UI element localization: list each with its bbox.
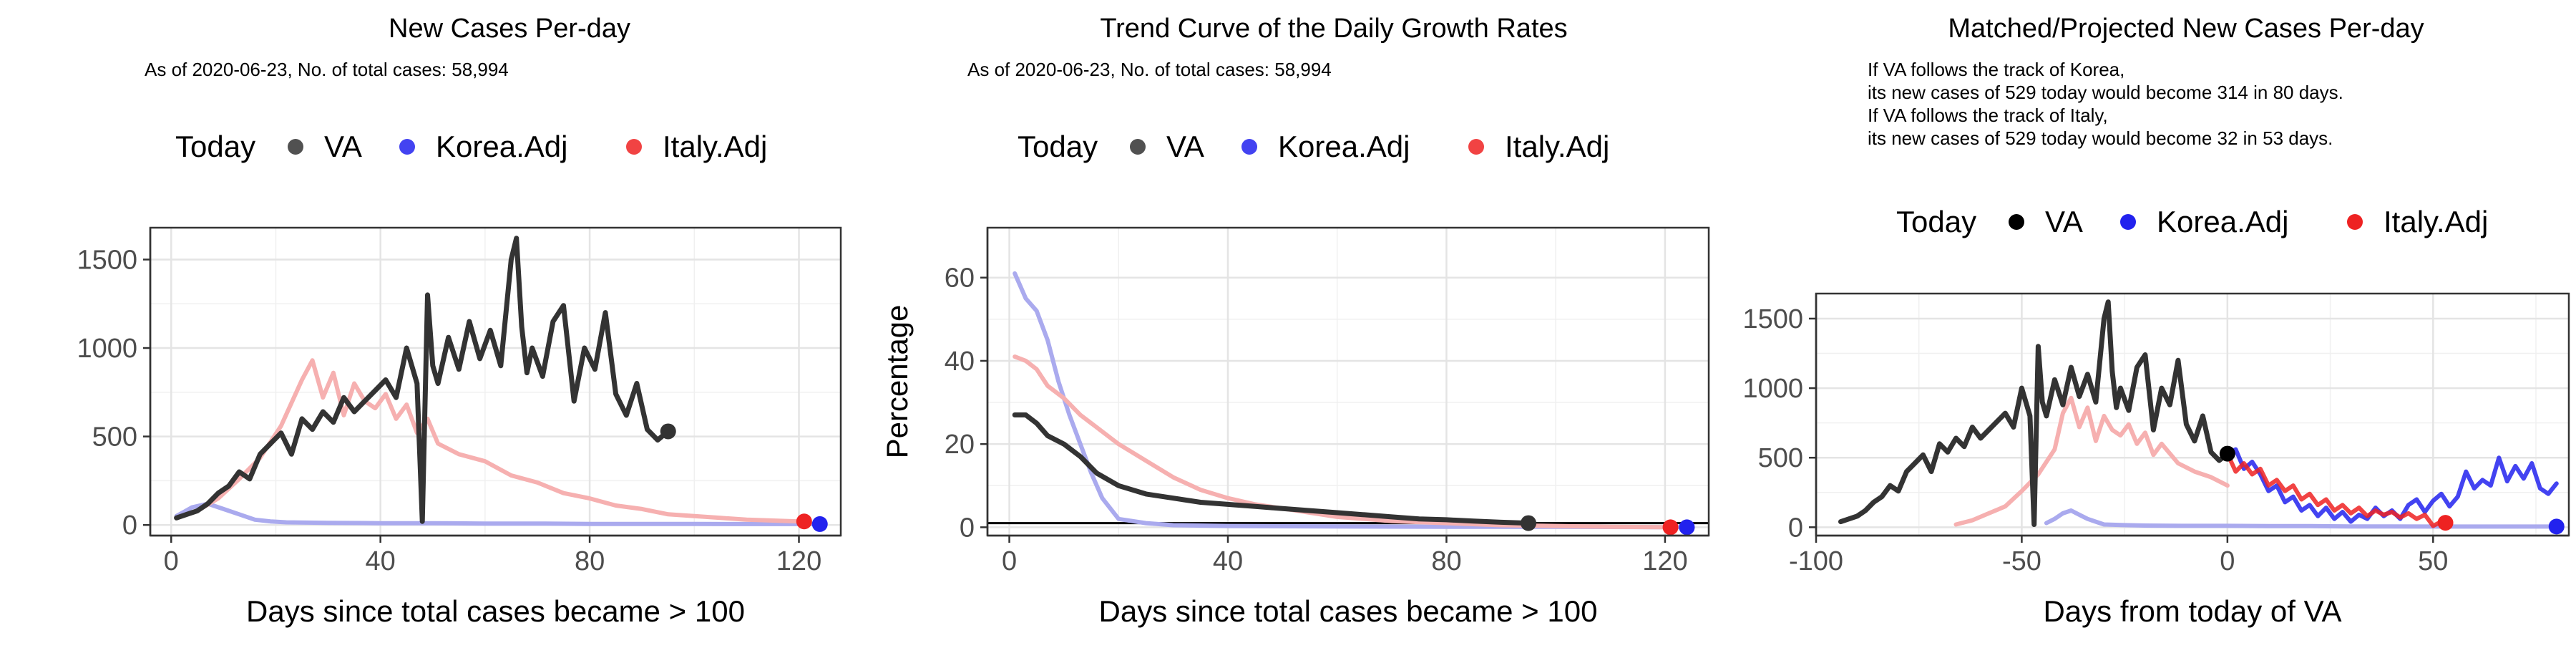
series-line-italy-adj [1953,395,2230,527]
point-marker-korea-adj [1679,519,1695,536]
legend-label: VA [324,130,362,163]
legend-marker-korea-adj [1241,139,1257,155]
series-line-korea-adj [174,501,822,526]
y-tick-label: 1000 [77,334,137,364]
x-tick-label: 80 [1431,546,1461,576]
x-tick-label: 0 [2220,546,2235,576]
x-tick-label: -100 [1789,546,1843,576]
x-tick-label: 0 [1002,546,1017,576]
chart-subtitle-line: its new cases of 529 today would become … [1868,127,2333,149]
chart-subtitle-line: If VA follows the track of Korea, [1868,59,2124,80]
y-tick-label: 20 [945,430,975,460]
series-line-korea-adj [2044,508,2559,529]
legend-marker-italy-adj [626,139,642,155]
legend-label: VA [1166,130,1204,163]
plot-background [150,228,841,536]
x-axis-title: Days from today of VA [2043,594,2341,628]
legend-label: Italy.Adj [663,130,767,163]
legend: Today VA Korea.Adj Italy.Adj [1018,130,1609,163]
x-tick-label: 0 [164,546,179,576]
point-marker-va [2219,445,2235,462]
legend-title: Today [1896,205,1976,238]
legend-title: Today [175,130,255,163]
plot-border [1815,292,2570,537]
plot-border [986,226,1710,537]
legend-label: Italy.Adj [2384,205,2488,238]
x-tick-label: 40 [366,546,396,576]
legend-marker-italy-adj [2347,214,2363,230]
point-marker-italy-adj [1662,519,1679,536]
x-axis-title: Days since total cases became > 100 [1099,594,1598,628]
legend-marker-italy-adj [1468,139,1484,155]
y-tick-label: 60 [945,263,975,294]
chart-title: New Cases Per-day [389,14,630,44]
point-marker-va [660,423,676,440]
legend-marker-korea-adj [2120,214,2136,230]
legend-marker-va [2009,214,2024,230]
point-marker-va [1521,515,1536,531]
chart-panel-1: New Cases Per-day As of 2020-06-23, No. o… [77,14,842,628]
x-tick-label: 50 [2418,546,2448,576]
legend-marker-korea-adj [399,139,415,155]
chart-subtitle-line: its new cases of 529 today would become … [1868,82,2343,103]
x-tick-label: 120 [776,546,821,576]
series-line-italy-adj [1013,354,1673,530]
axes: 0 40 80 120 0 500 1000 1500 [77,226,842,576]
legend-title: Today [1018,130,1098,163]
y-tick-label: 40 [945,347,975,377]
legend-label: Italy.Adj [1505,130,1609,163]
y-tick-label: 0 [960,513,975,543]
x-tick-label: 40 [1213,546,1243,576]
series-line-va [174,236,671,524]
chart-panel-3: Matched/Projected New Cases Per-day If VA… [1742,14,2570,628]
x-axis-title: Days since total cases became > 100 [246,594,745,628]
y-tick-label: 1000 [1742,374,1803,404]
chart-subtitle-line: As of 2020-06-23, No. of total cases: 58… [967,59,1332,80]
axes: 0 40 80 120 0 20 40 60 [945,226,1710,576]
series-lines [174,236,822,526]
y-tick-label: 0 [1788,513,1803,543]
y-tick-label: 0 [122,511,137,541]
chart-panel-2: Trend Curve of the Daily Growth Rates As … [880,14,1710,628]
legend-label: Korea.Adj [436,130,567,163]
y-tick-label: 500 [1758,443,1803,473]
y-axis-title: Percentage [880,305,914,459]
y-tick-label: 1500 [1742,304,1803,334]
legend-marker-va [288,139,303,155]
x-tick-label: 120 [1642,546,1687,576]
legend: Today VA Korea.Adj Italy.Adj [1896,205,2488,238]
point-marker-korea-adj [2548,518,2565,535]
legend-label: Korea.Adj [1278,130,1410,163]
series-line-korea-adj [1013,271,1689,530]
series-line-italy-adj-projected [2225,451,2448,528]
legend-label: Korea.Adj [2157,205,2288,238]
point-marker-italy-adj [796,513,812,530]
series-line-va [1012,412,1531,526]
chart-title: Trend Curve of the Daily Growth Rates [1100,14,1567,44]
series-lines [1838,299,2559,529]
x-tick-label: -50 [2002,546,2041,576]
legend-label: VA [2045,205,2083,238]
plot-background [987,228,1709,536]
series-lines [1012,271,1689,530]
point-marker-italy-adj [2437,515,2454,531]
legend: Today VA Korea.Adj Italy.Adj [175,130,767,163]
chart-subtitle-line: As of 2020-06-23, No. of total cases: 58… [145,59,509,80]
chart-title: Matched/Projected New Cases Per-day [1948,14,2424,44]
legend-marker-va [1130,139,1146,155]
point-marker-korea-adj [811,516,828,532]
chart-subtitle-line: If VA follows the track of Italy, [1868,105,2108,126]
plot-border [149,226,842,537]
y-tick-label: 1500 [77,245,137,275]
series-line-va [1838,299,2230,527]
x-tick-label: 80 [575,546,605,576]
y-tick-label: 500 [92,422,137,453]
